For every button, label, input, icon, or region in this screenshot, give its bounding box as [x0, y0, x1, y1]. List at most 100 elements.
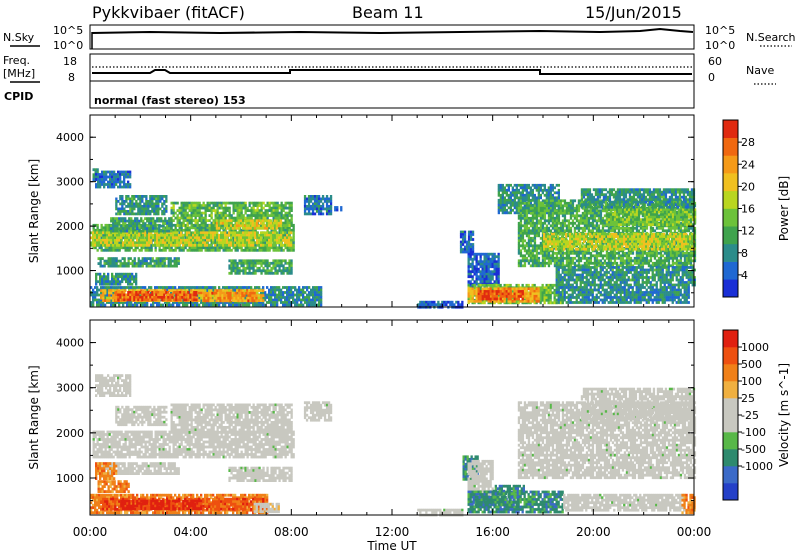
heatmap-cell [154, 246, 157, 250]
heatmap-cell [319, 210, 323, 213]
heatmap-cell [465, 245, 469, 249]
heatmap-cell [220, 204, 223, 207]
heatmap-cell [215, 294, 218, 298]
heatmap-cell [151, 210, 154, 213]
heatmap-cell [212, 248, 215, 252]
heatmap-cell [256, 261, 259, 265]
heatmap-cell [103, 259, 106, 263]
heatmap-cell [244, 248, 247, 252]
heatmap-cell [265, 224, 269, 228]
heatmap-cell [306, 286, 309, 289]
heatmap-cell [282, 269, 285, 273]
heatmap-cell [131, 272, 134, 276]
heatmap-cell [477, 275, 480, 279]
heatmap-cell [517, 283, 520, 287]
heatmap-cell [194, 241, 197, 245]
heatmap-cell [115, 197, 118, 201]
heatmap-cell [306, 303, 309, 307]
heatmap-cell [547, 288, 550, 292]
heatmap-cell [264, 259, 267, 263]
heatmap-cell [278, 296, 281, 299]
heatmap-cell [234, 248, 237, 252]
heatmap-cell [206, 228, 209, 232]
heatmap-cell [256, 286, 259, 289]
heatmap-cell [240, 264, 243, 268]
heatmap-cell [151, 293, 154, 297]
heatmap-cell [268, 204, 271, 207]
heatmap-cell [200, 228, 203, 232]
heatmap-cell [493, 265, 496, 269]
heatmap-cell [272, 286, 275, 289]
heatmap-cell [547, 298, 550, 302]
heatmap-cell [260, 264, 263, 268]
heatmap-cell [172, 223, 175, 227]
heatmap-cell [327, 200, 331, 203]
heatmap-cell [136, 246, 139, 250]
heatmap-cell [111, 178, 114, 181]
heatmap-cell [193, 291, 196, 294]
heatmap-cell [258, 266, 261, 270]
heatmap-cell [115, 296, 118, 299]
heatmap-cell [226, 243, 229, 247]
heatmap-cell [266, 243, 269, 247]
heatmap-cell [164, 222, 167, 225]
heatmap-cell [525, 283, 528, 287]
heatmap-cell [240, 231, 243, 235]
heatmap-cell [156, 217, 159, 220]
heatmap-cell [252, 269, 255, 273]
heatmap-cell [147, 207, 150, 211]
heatmap-cell [202, 243, 205, 247]
heatmap-cell [208, 286, 211, 289]
heatmap-cell [327, 207, 331, 211]
heatmap-cell [186, 206, 189, 210]
heatmap-cell [274, 286, 277, 289]
heatmap-cell [245, 219, 249, 223]
heatmap-cell [212, 238, 215, 242]
heatmap-cell [248, 261, 251, 265]
heatmap-cell [200, 233, 203, 237]
heatmap-cell [248, 231, 251, 235]
heatmap-cell [212, 236, 215, 240]
heatmap-cell [218, 236, 221, 240]
heatmap-cell [242, 236, 245, 240]
heatmap-cell [497, 283, 500, 287]
heatmap-cell [313, 205, 317, 208]
heatmap-cell [185, 298, 188, 302]
heatmap-cell [256, 209, 259, 212]
heatmap-cell [135, 298, 138, 302]
heatmap-cell [290, 201, 293, 205]
heatmap-cell [155, 293, 158, 297]
heatmap-cell [112, 219, 115, 223]
heatmap-cell [309, 200, 313, 203]
heatmap-cell [115, 275, 118, 279]
heatmap-cell [109, 180, 112, 184]
heatmap-cell [119, 202, 122, 206]
heatmap-cell [105, 282, 108, 286]
heatmap-cell [123, 207, 126, 211]
heatmap-cell [300, 293, 303, 297]
heatmap-cell [282, 209, 285, 212]
heatmap-cell [178, 303, 181, 307]
heatmap-cell [284, 201, 287, 205]
heatmap-cell [198, 286, 201, 289]
heatmap-cell [288, 219, 291, 222]
heatmap-cell [216, 248, 219, 252]
heatmap-cell [196, 201, 199, 205]
heatmap-cell [292, 293, 295, 297]
heatmap-cell [125, 262, 128, 265]
heatmap-cell [143, 210, 146, 213]
heatmap-cell [153, 207, 156, 211]
heatmap-cell [96, 223, 99, 227]
heatmap-cell [194, 228, 197, 232]
heatmap-cell [103, 264, 106, 268]
heatmap-cell [218, 216, 221, 220]
heatmap-cell [485, 283, 488, 287]
heatmap-cell [155, 207, 158, 211]
heatmap-cell [100, 241, 103, 245]
heatmap-cell [272, 301, 275, 304]
heatmap-cell [279, 221, 283, 225]
heatmap-cell [280, 296, 283, 299]
heatmap-cell [280, 298, 283, 302]
heatmap-cell [329, 200, 333, 203]
heatmap-cell [237, 299, 240, 303]
